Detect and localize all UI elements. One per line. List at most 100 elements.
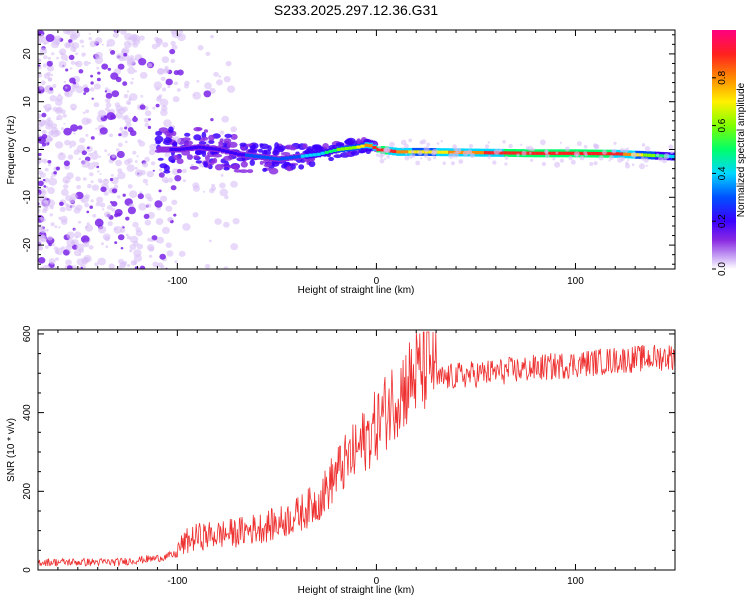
- noise-blob: [43, 206, 49, 211]
- noise-blob: [101, 43, 104, 46]
- noise-blob: [49, 87, 54, 91]
- halo-blob: [404, 143, 409, 149]
- trace-blob: [239, 169, 249, 174]
- noise-blob: [129, 235, 139, 244]
- noise-blob: [69, 146, 72, 149]
- noise-blob: [79, 137, 86, 144]
- noise-blob: [95, 127, 98, 130]
- noise-blob: [55, 166, 61, 171]
- halo-blob: [608, 159, 611, 162]
- trace-core: [253, 154, 258, 158]
- noise-blob: [90, 152, 99, 160]
- trace-core: [272, 157, 278, 161]
- noise-blob: [127, 184, 133, 189]
- trace-core: [280, 157, 286, 161]
- noise-blob: [210, 118, 214, 122]
- noise-blob: [133, 115, 136, 118]
- noise-blob: [151, 235, 158, 241]
- trace-core: [428, 150, 433, 154]
- noise-blob: [155, 240, 159, 243]
- halo-blob: [670, 151, 674, 154]
- noise-blob: [42, 264, 51, 269]
- noise-blob: [75, 176, 81, 182]
- noise-blob: [93, 83, 101, 90]
- halo-blob: [378, 146, 382, 150]
- noise-blob: [42, 180, 46, 183]
- noise-blob: [101, 63, 109, 70]
- noise-blob: [172, 125, 176, 128]
- trace-blob: [163, 137, 172, 144]
- noise-blob: [102, 178, 110, 185]
- noise-blob: [47, 56, 51, 60]
- noise-blob: [136, 155, 139, 158]
- noise-blob: [139, 265, 146, 269]
- noise-blob: [38, 64, 41, 67]
- y-tick-label: 600: [22, 325, 33, 342]
- halo-blob: [529, 152, 532, 155]
- noise-blob: [116, 150, 125, 159]
- noise-blob: [158, 94, 163, 98]
- trace-blob: [172, 141, 178, 148]
- noise-blob: [127, 158, 133, 164]
- trace-blob: [344, 139, 351, 144]
- trace-blob: [236, 157, 246, 162]
- spectrogram-x-ticks: -100 0 100: [57, 30, 676, 287]
- halo-blob: [623, 148, 629, 153]
- noise-blob: [74, 231, 82, 238]
- noise-blob: [80, 235, 90, 244]
- noise-blob: [88, 61, 92, 65]
- noise-blob: [95, 202, 101, 207]
- halo-blob: [502, 140, 506, 144]
- trace-blob: [208, 134, 215, 142]
- noise-blob: [41, 190, 47, 196]
- noise-blob: [41, 134, 48, 139]
- noise-blob: [81, 45, 85, 48]
- noise-blob: [65, 259, 72, 266]
- trace-blob: [223, 167, 230, 171]
- halo-blob: [593, 161, 598, 166]
- trace-core: [332, 148, 338, 153]
- trace-core: [368, 144, 373, 148]
- x-tick-label: 100: [567, 576, 584, 587]
- noise-blob: [48, 258, 56, 265]
- noise-blob: [176, 88, 181, 92]
- halo-blob: [469, 152, 475, 158]
- trace-blob: [265, 162, 273, 166]
- noise-blob: [123, 93, 129, 99]
- trace-core: [460, 150, 465, 154]
- halo-blob: [627, 159, 630, 162]
- noise-blob: [230, 243, 239, 251]
- trace-core: [595, 152, 600, 156]
- snr-panel: -100 0 100 0 200 400 600 Height of straight l…: [6, 325, 676, 596]
- noise-blob: [98, 155, 102, 158]
- halo-blob: [516, 153, 520, 157]
- noise-blob: [92, 214, 97, 218]
- noise-blob: [126, 90, 130, 93]
- x-tick-label: -100: [167, 576, 187, 587]
- trace-core: [483, 151, 489, 155]
- trace-core: [472, 151, 477, 155]
- trace-blob: [210, 160, 215, 166]
- noise-blob: [122, 81, 128, 86]
- noise-blob: [159, 253, 166, 260]
- noise-blob: [41, 142, 47, 147]
- trace-blob: [154, 135, 164, 143]
- trace-blob: [350, 151, 360, 156]
- noise-blob: [48, 125, 51, 128]
- noise-blob: [132, 221, 139, 228]
- noise-blob: [173, 81, 179, 86]
- noise-blob: [69, 67, 73, 70]
- noise-blob: [110, 201, 113, 204]
- noise-blob: [125, 122, 132, 128]
- noise-blob: [65, 68, 69, 72]
- noise-blob: [127, 127, 134, 133]
- noise-blob: [165, 205, 173, 212]
- trace-core: [284, 156, 290, 160]
- noise-blob: [138, 58, 147, 66]
- noise-blob: [115, 159, 123, 167]
- noise-blob: [178, 30, 184, 34]
- trace-blob: [247, 169, 254, 174]
- halo-blob: [462, 150, 469, 157]
- snr-y-ticks: 0 200 400 600: [22, 325, 675, 573]
- noise-blob: [85, 133, 89, 137]
